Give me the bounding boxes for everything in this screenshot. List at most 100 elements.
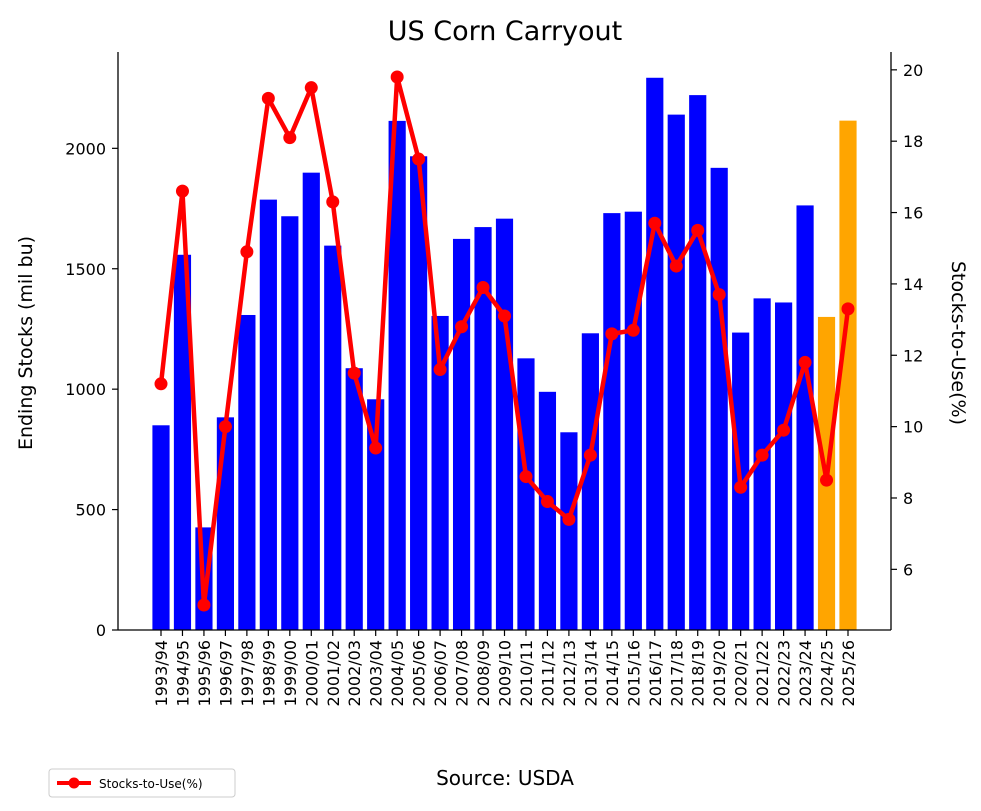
bar-1994-95 — [173, 254, 192, 630]
y2-tick-label: 20 — [903, 61, 923, 80]
bar-2008-09 — [474, 227, 492, 630]
x-tick-label: 2025/26 — [839, 640, 858, 706]
bar-1993-94 — [152, 425, 170, 630]
point-2002-03 — [347, 366, 361, 380]
bar-2012-13 — [560, 432, 578, 630]
point-2008-09 — [476, 280, 490, 294]
x-tick-label: 2017/18 — [667, 640, 686, 706]
bar-2004-05 — [388, 120, 406, 630]
x-tick-label: 2018/19 — [689, 640, 708, 706]
bar-2016-17 — [646, 77, 664, 630]
point-2011-12 — [540, 495, 554, 509]
point-2000-01 — [304, 81, 318, 95]
bar-2001-02 — [324, 245, 342, 630]
y2-tick-label: 18 — [903, 132, 923, 151]
point-2005-06 — [412, 152, 426, 166]
bar-2023-24 — [796, 205, 814, 630]
point-2015-16 — [626, 323, 640, 337]
x-tick-label: 1996/97 — [216, 640, 235, 706]
bar-1998-99 — [259, 199, 277, 630]
y2-tick-label: 6 — [903, 560, 913, 579]
x-tick-label: 2003/04 — [367, 640, 386, 706]
point-2016-17 — [648, 216, 662, 230]
legend-box — [48, 768, 236, 798]
bar-1999-00 — [281, 216, 299, 630]
x-tick-label: 2007/08 — [453, 640, 472, 706]
point-1998-99 — [261, 91, 275, 105]
x-tick-label: 2006/07 — [431, 640, 450, 706]
y2-tick-label: 16 — [903, 204, 923, 223]
bar-1997-98 — [238, 314, 256, 630]
x-tick-label: 2002/03 — [345, 640, 364, 706]
point-2020-21 — [734, 480, 748, 494]
bar-2006-07 — [431, 315, 449, 630]
bar-series — [152, 77, 857, 631]
bar-2015-16 — [624, 211, 642, 631]
point-1993-94 — [154, 377, 168, 391]
x-tick-label: 2012/13 — [560, 640, 579, 706]
bar-2010-11 — [517, 358, 535, 630]
x-tick-label: 2005/06 — [410, 640, 429, 706]
bar-2019-20 — [710, 167, 728, 630]
bar-2021-22 — [753, 298, 771, 630]
point-2004-05 — [390, 70, 404, 84]
point-2024-25 — [820, 473, 834, 487]
point-2003-04 — [369, 441, 383, 455]
x-tick-label: 1995/96 — [195, 640, 214, 706]
x-tick-label: 1998/99 — [259, 640, 278, 706]
bar-2013-14 — [581, 333, 599, 630]
y-tick-label: 0 — [96, 621, 106, 640]
y-tick-label: 1000 — [65, 380, 106, 399]
x-tick-label: 2014/15 — [603, 640, 622, 706]
x-tick-label: 2015/16 — [624, 640, 643, 706]
point-2025-26 — [841, 302, 855, 316]
y2-tick-label: 14 — [903, 275, 923, 294]
bar-2005-06 — [410, 156, 428, 630]
x-tick-label: 1997/98 — [238, 640, 257, 706]
bar-2011-12 — [538, 391, 557, 630]
legend: Stocks-to-Use(%) — [48, 768, 236, 798]
y2-axis-title: Stocks-to-Use(%) — [947, 261, 969, 425]
bar-2000-01 — [302, 172, 320, 630]
y-axis-title: Ending Stocks (mil bu) — [15, 236, 37, 450]
x-tick-label: 2022/23 — [775, 640, 794, 706]
point-2017-18 — [669, 259, 683, 273]
x-tick-label: 2004/05 — [388, 640, 407, 706]
y2-tick-label: 8 — [903, 489, 913, 508]
x-tick-label: 2009/10 — [496, 640, 515, 706]
x-tick-label: 2023/24 — [796, 640, 815, 706]
point-2009-10 — [498, 309, 511, 323]
point-2023-24 — [798, 355, 812, 369]
bar-2017-18 — [667, 114, 685, 631]
point-1996-97 — [218, 420, 232, 434]
y-tick-label: 2000 — [65, 139, 106, 158]
point-2021-22 — [755, 448, 769, 462]
bar-2002-03 — [345, 368, 363, 630]
x-axis-ticks: 1993/94 1994/95 1995/96 1996/97 1997/98 1998/… — [152, 630, 858, 706]
point-2007-08 — [455, 320, 469, 334]
point-2019-20 — [712, 288, 726, 302]
bar-1996-97 — [216, 417, 234, 630]
x-tick-label: 2021/22 — [753, 640, 772, 706]
point-1995-96 — [197, 598, 211, 612]
right-axis-ticks: 6 8 10 12 14 16 18 20 — [891, 61, 923, 579]
x-tick-label: 1994/95 — [173, 640, 192, 706]
bar-2022-23 — [775, 302, 793, 630]
y2-tick-label: 10 — [903, 418, 923, 437]
y-tick-label: 500 — [75, 501, 106, 520]
point-2013-14 — [583, 448, 597, 462]
point-2010-11 — [519, 470, 533, 484]
x-tick-label: 2013/14 — [581, 640, 600, 706]
bar-2003-04 — [367, 399, 385, 630]
left-axis-ticks: 0 500 1000 1500 2000 — [65, 139, 118, 640]
chart-title: US Corn Carryout — [388, 16, 623, 47]
point-2014-15 — [605, 327, 619, 341]
point-1999-00 — [283, 131, 297, 145]
x-tick-label: 1993/94 — [152, 640, 171, 706]
x-tick-label: 2010/11 — [517, 640, 536, 706]
legend-marker-swatch — [68, 777, 80, 789]
x-tick-label: 2008/09 — [474, 640, 493, 706]
point-2001-02 — [326, 195, 340, 209]
bar-2007-08 — [452, 238, 471, 630]
